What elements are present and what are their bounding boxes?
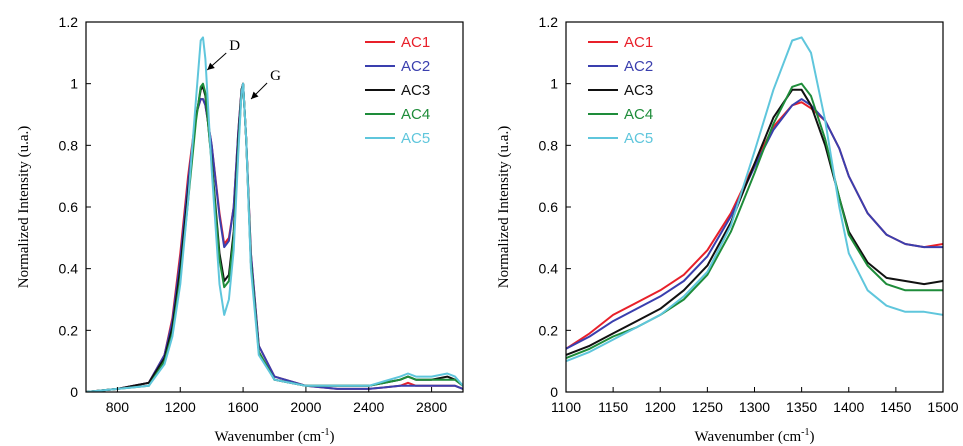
legend-label-ac1: AC1 <box>401 34 430 51</box>
chart-panel-2: 1100 1150 1200 1250 1300 1350 1400 1450 1500 0 0.2… <box>496 14 959 445</box>
x-tick-label: 1150 <box>598 399 628 415</box>
x-tick-label: 1250 <box>692 399 723 415</box>
legend-label-ac2: AC2 <box>624 58 653 75</box>
legend-label-ac5: AC5 <box>401 130 430 147</box>
series-line-ac1 <box>566 101 943 350</box>
x-tick-label: 1200 <box>165 399 196 415</box>
x-tick-label: 1300 <box>739 399 770 415</box>
x-tick-label: 2800 <box>416 399 447 415</box>
legend-label-ac1: AC1 <box>624 34 653 51</box>
y-tick-label: 0.6 <box>59 199 79 215</box>
annotation-d: D <box>229 38 240 54</box>
arrow-head <box>251 91 259 99</box>
y-tick-label: 0.6 <box>539 199 559 215</box>
x-tick-label: 1600 <box>228 399 259 415</box>
x-tick-label: 1500 <box>927 399 958 415</box>
x-axis-label: Wavenumber (cm-1) <box>214 427 334 445</box>
x-tick-label: 800 <box>106 399 130 415</box>
legend-label-ac2: AC2 <box>401 58 430 75</box>
y-tick-label: 0.2 <box>59 322 79 338</box>
series-line-ac5 <box>86 36 463 392</box>
x-tick-label: 1200 <box>645 399 676 415</box>
x-tick-label: 1400 <box>833 399 864 415</box>
x-axis-label: Wavenumber (cm-1) <box>694 427 814 445</box>
annotation-g: G <box>270 68 281 84</box>
y-tick-label: 1.2 <box>59 14 79 30</box>
legend-label-ac3: AC3 <box>624 82 653 99</box>
y-axis-label: Normalized Intensity (u.a.) <box>496 126 512 288</box>
legend-label-ac3: AC3 <box>401 82 430 99</box>
y-tick-label: 1.2 <box>539 14 559 30</box>
x-tick-label: 2000 <box>290 399 321 415</box>
x-tick-label: 2400 <box>353 399 384 415</box>
y-tick-label: 1 <box>70 76 78 92</box>
legend-label-ac4: AC4 <box>401 106 430 123</box>
y-axis-label: Normalized Intensity (u.a.) <box>16 126 32 288</box>
chart-panel-1: 800 1200 1600 2000 2400 2800 0 0.2 0.4 0.6 0.8 1 1.2… <box>16 14 464 445</box>
y-tick-label: 0 <box>70 384 78 400</box>
x-tick-label: 1100 <box>551 399 581 415</box>
legend-label-ac4: AC4 <box>624 106 653 123</box>
y-tick-label: 1 <box>550 76 558 92</box>
x-tick-label: 1350 <box>786 399 817 415</box>
legend: AC1 AC2 AC3 AC4 AC5 <box>365 34 430 147</box>
plot-frame <box>565 21 944 393</box>
legend: AC1 AC2 AC3 AC4 AC5 <box>588 34 653 147</box>
legend-label-ac5: AC5 <box>624 130 653 147</box>
y-tick-label: 0.8 <box>59 137 79 153</box>
y-tick-label: 0.2 <box>539 322 559 338</box>
y-tick-label: 0 <box>550 384 558 400</box>
x-tick-label: 1450 <box>880 399 911 415</box>
series-line-ac3 <box>566 88 943 356</box>
y-tick-label: 0.8 <box>539 137 559 153</box>
y-tick-label: 0.4 <box>59 261 79 277</box>
arrow-head <box>207 62 215 70</box>
series-line-ac5 <box>566 36 943 363</box>
y-tick-label: 0.4 <box>539 261 559 277</box>
series-line-ac2 <box>566 98 943 350</box>
